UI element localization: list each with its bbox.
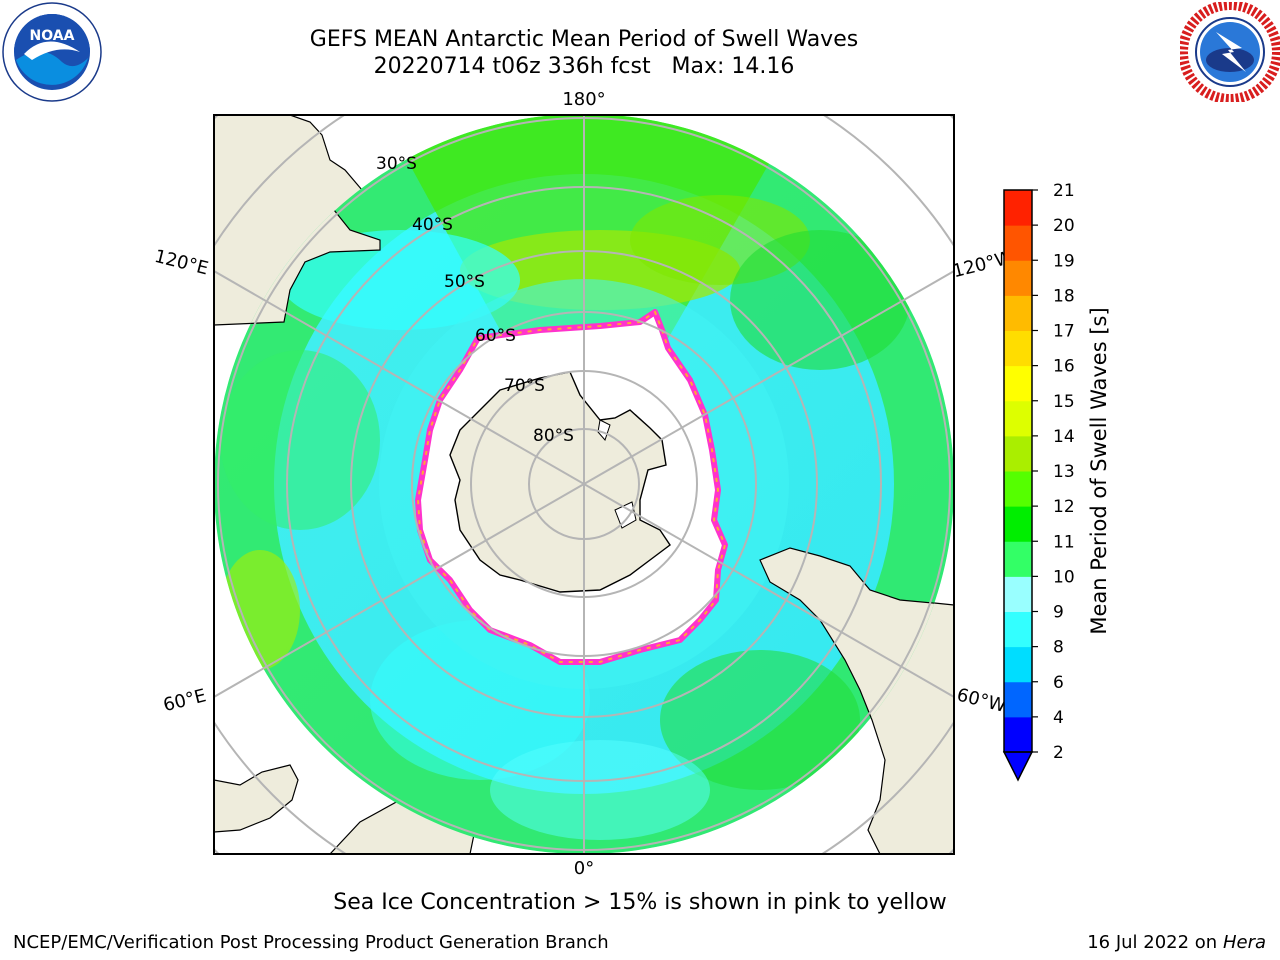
colorbar-tick-label: 16: [1053, 357, 1075, 377]
colorbar: 2 4 6 8 9 10 11 12 13 14 15 16 17 18 19 20 21: [1002, 181, 1075, 782]
colorbar-tick-label: 19: [1053, 251, 1075, 271]
noaa-logo-icon: NOAA: [2, 2, 102, 102]
footer-branch: NCEP/EMC/Verification Post Processing Pr…: [13, 932, 609, 953]
lon-label-120e: 120°E: [152, 246, 210, 280]
colorbar-tick-label: 11: [1053, 532, 1075, 552]
colorbar-segment: [1004, 260, 1032, 296]
colorbar-tick-label: 20: [1053, 216, 1075, 236]
colorbar-segment: [1004, 541, 1032, 577]
colorbar-tick-label: 13: [1053, 462, 1075, 482]
lat-label-70s: 70°S: [504, 376, 545, 396]
colorbar-tick-label: 14: [1053, 427, 1075, 447]
colorbar-segment: [1004, 225, 1032, 261]
nws-logo-icon: [1180, 2, 1280, 102]
lon-label-60e: 60°E: [161, 685, 208, 716]
colorbar-segment: [1004, 716, 1032, 753]
footer-host: Hera: [1222, 932, 1266, 953]
colorbar-tick-label: 10: [1053, 567, 1075, 587]
colorbar-segment: [1004, 190, 1032, 226]
colorbar-tick-label: 8: [1053, 638, 1064, 658]
colorbar-segment: [1004, 400, 1032, 437]
colorbar-segment: [1004, 681, 1032, 718]
sea-ice-note: Sea Ice Concentration > 15% is shown in …: [333, 890, 947, 915]
colorbar-tick-label: 9: [1053, 603, 1064, 623]
colorbar-segment: [1004, 295, 1032, 331]
colorbar-tick-label: 12: [1053, 497, 1075, 517]
antarctica-landmass: [449, 371, 671, 593]
lon-label-60w: 60°W: [955, 684, 1009, 716]
colorbar-segment: [1004, 435, 1032, 472]
colorbar-tick-label: 21: [1053, 181, 1075, 201]
colorbar-tick-label: 17: [1053, 322, 1075, 342]
map-frame: [213, 114, 955, 855]
colorbar-tick-label: 4: [1053, 708, 1064, 728]
noaa-logo-text: NOAA: [30, 28, 75, 44]
graticule: [214, 115, 954, 854]
colorbar-tick-label: 15: [1053, 392, 1075, 412]
colorbar-segment: [1004, 330, 1032, 367]
footer-date-text: 16 Jul 2022 on: [1087, 932, 1223, 953]
colorbar-segment: [1004, 365, 1032, 402]
colorbar-segment: [1004, 506, 1032, 542]
lat-label-50s: 50°S: [444, 272, 485, 292]
colorbar-segment: [1004, 646, 1032, 683]
colorbar-label: Mean Period of Swell Waves [s]: [1087, 307, 1111, 634]
map-title: GEFS MEAN Antarctic Mean Period of Swell…: [309, 27, 859, 52]
colorbar-extend-arrow: [1002, 751, 1034, 782]
colorbar-segment: [1004, 471, 1032, 507]
lat-label-40s: 40°S: [412, 215, 453, 235]
lat-label-60s: 60°S: [475, 326, 516, 346]
colorbar-segment: [1004, 576, 1032, 612]
footer-date: 16 Jul 2022 on Hera: [1087, 932, 1266, 953]
colorbar-tick-label: 6: [1053, 673, 1064, 693]
colorbar-tick-label: 2: [1053, 743, 1064, 763]
lon-label-0: 0°: [574, 858, 594, 879]
sea-ice-edge-yellow: [416, 310, 727, 663]
lat-label-80s: 80°S: [533, 426, 574, 446]
colorbar-tick-label: 18: [1053, 286, 1075, 306]
lat-label-30s: 30°S: [376, 154, 417, 174]
colorbar-segment: [1004, 611, 1032, 648]
map-subtitle: 20220714 t06z 336h fcst Max: 14.16: [373, 54, 795, 79]
lon-label-180: 180°: [562, 89, 605, 110]
